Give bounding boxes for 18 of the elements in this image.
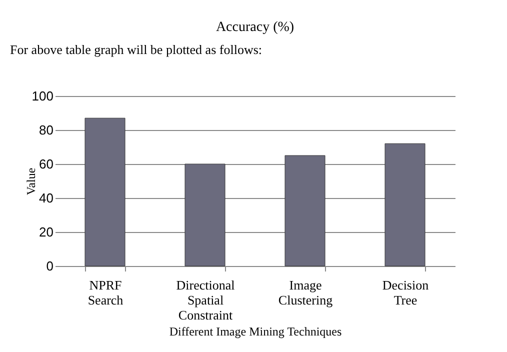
y-axis-title: Value bbox=[24, 168, 38, 196]
y-tick-label: 80 bbox=[39, 122, 54, 138]
y-tick-label: 40 bbox=[39, 190, 54, 206]
y-tick-label: 60 bbox=[39, 156, 54, 172]
bar bbox=[84, 118, 126, 266]
x-tick-label: Directional Spatial Constraint bbox=[176, 278, 236, 322]
y-tick-label: 0 bbox=[46, 258, 54, 274]
x-tick-label: NPRF Search bbox=[88, 278, 124, 308]
bar bbox=[384, 143, 426, 266]
chart-title: Accuracy (%) bbox=[216, 20, 294, 35]
text: For above table graph will be plotted as follows: bbox=[10, 42, 262, 57]
x-axis-title: Different Image Mining Techniques bbox=[169, 324, 342, 338]
y-tick-label: 20 bbox=[39, 224, 54, 240]
bar bbox=[184, 164, 226, 266]
bar bbox=[284, 155, 326, 266]
y-tick-label: 100 bbox=[32, 88, 54, 104]
x-tick-label: Decision Tree bbox=[382, 278, 430, 308]
x-tick-label: Image Clustering bbox=[278, 278, 334, 308]
